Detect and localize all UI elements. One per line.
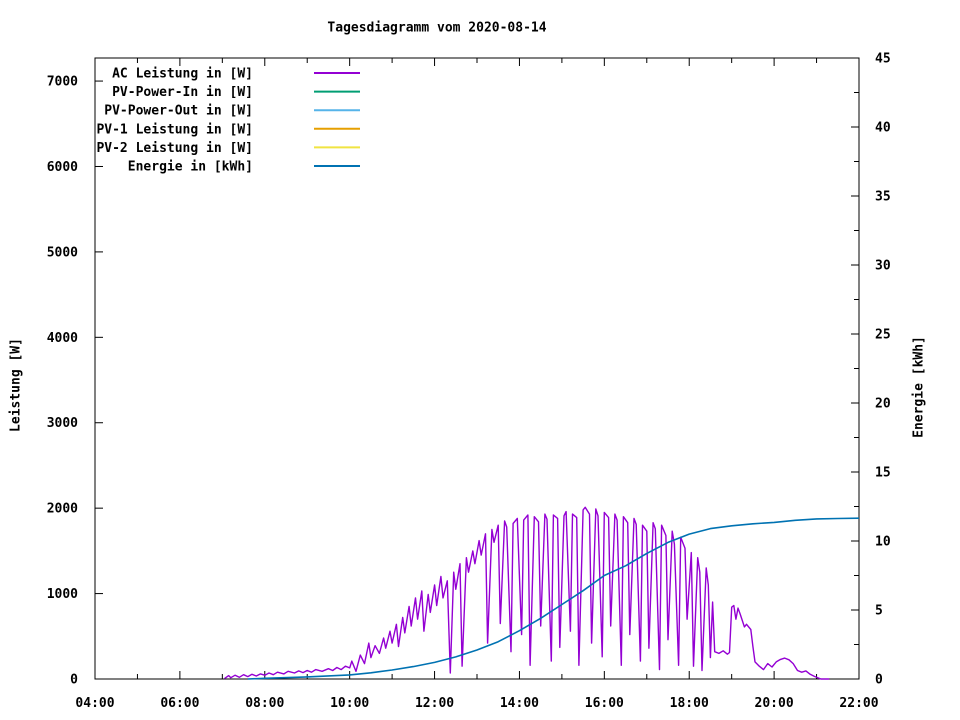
series-ac-leistung-line [224,506,830,680]
chart-title: Tagesdiagramm vom 2020-08-14 [327,20,547,36]
x-tick-label: 08:00 [245,696,284,711]
y-left-axis-label: Leistung [W] [8,338,24,432]
y-right-tick-label: 30 [875,259,891,274]
y-left-tick-label: 3000 [47,416,78,431]
x-tick-label: 22:00 [839,696,878,711]
x-tick-label: 14:00 [500,696,539,711]
y-right-tick-label: 20 [875,397,891,412]
y-left-tick-label: 4000 [47,331,78,346]
y-left-tick-label: 7000 [47,75,78,90]
x-tick-label: 12:00 [415,696,454,711]
y-left-tick-label: 2000 [47,502,78,517]
y-right-tick-label: 10 [875,535,891,550]
y-right-tick-label: 0 [875,673,883,688]
y-right-axis-label: Energie [kWh] [911,336,927,438]
y-right-tick-label: 40 [875,121,891,136]
legend-label-pv-2-leistung: PV-2 Leistung in [W] [96,141,253,156]
legend-label-energie: Energie in [kWh] [128,160,253,175]
y-left-tick-label: 1000 [47,587,78,602]
x-tick-label: 18:00 [670,696,709,711]
legend-label-ac-leistung: AC Leistung in [W] [112,67,253,82]
series-energie-line [247,517,860,680]
x-tick-label: 16:00 [585,696,624,711]
legend-label-pv-power-in: PV-Power-In in [W] [112,85,253,100]
y-right-tick-label: 25 [875,328,891,343]
x-tick-label: 04:00 [75,696,114,711]
y-right-tick-label: 45 [875,52,891,67]
y-left-tick-label: 0 [70,673,78,688]
y-right-tick-label: 35 [875,190,891,205]
y-left-tick-label: 6000 [47,160,78,175]
x-tick-label: 20:00 [755,696,794,711]
legend-label-pv-power-out: PV-Power-Out in [W] [104,104,253,119]
y-left-tick-label: 5000 [47,245,78,260]
x-tick-label: 10:00 [330,696,369,711]
legend-label-pv-1-leistung: PV-1 Leistung in [W] [96,122,253,137]
y-right-tick-label: 15 [875,466,891,481]
y-right-tick-label: 5 [875,604,883,619]
x-tick-label: 06:00 [160,696,199,711]
